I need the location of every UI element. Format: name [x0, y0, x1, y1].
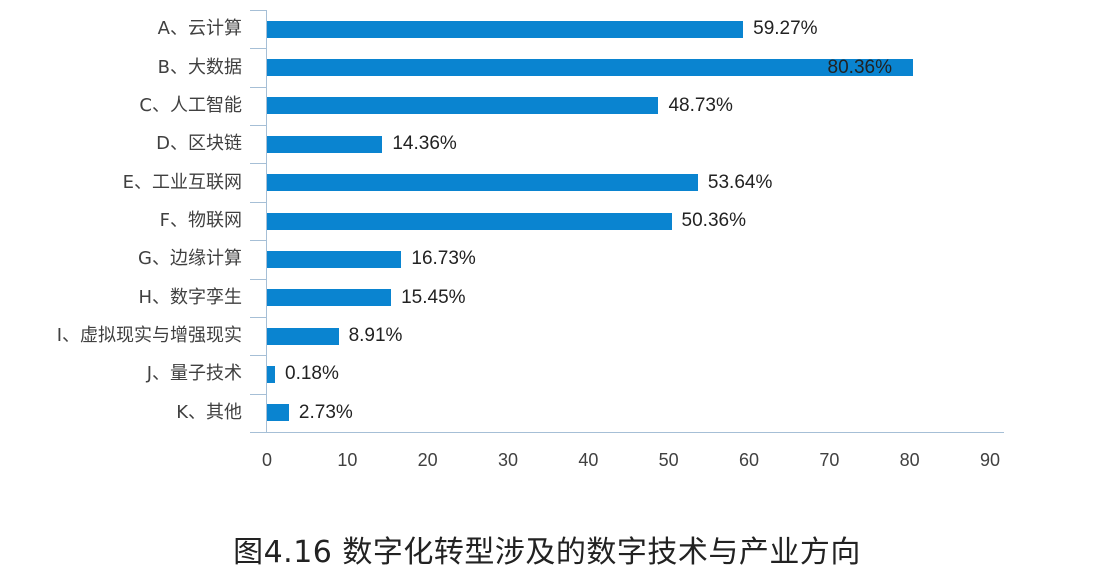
- x-tick-label: 20: [417, 450, 438, 470]
- category-label: G、边缘计算: [138, 248, 242, 270]
- x-tick-label: 70: [819, 450, 840, 470]
- x-tick-label: 80: [899, 450, 920, 470]
- bar: [267, 365, 275, 383]
- bar: [267, 20, 744, 38]
- category-label: A、云计算: [157, 18, 242, 40]
- value-label: 15.45%: [401, 286, 466, 308]
- bar: [267, 174, 698, 192]
- value-label: 0.18%: [285, 363, 339, 385]
- bar-chart: A、云计算 59.27% B、大数据 80.36% C、人工智能 48.73% D、区块链 1…: [56, 10, 1004, 470]
- y-axis-tick: [250, 86, 266, 88]
- bar: [267, 59, 913, 77]
- x-tick-label: 0: [261, 450, 273, 470]
- y-axis-tick: [250, 316, 266, 318]
- x-tick-label: 50: [658, 450, 679, 470]
- y-axis-tick: [250, 355, 266, 357]
- value-label: 16.73%: [411, 248, 476, 270]
- category-label: I、虚拟现实与增强现实: [56, 325, 242, 347]
- bar: [267, 212, 672, 230]
- y-axis-tick: [250, 278, 266, 280]
- category-label: F、物联网: [159, 210, 242, 231]
- value-label: 2.73%: [298, 401, 353, 423]
- y-axis-tick: [250, 125, 266, 127]
- value-label: 59.27%: [753, 18, 818, 40]
- category-label: D、区块链: [156, 133, 242, 155]
- value-label: 80.36%: [827, 56, 892, 78]
- value-label: 14.36%: [392, 133, 457, 155]
- category-label: B、大数据: [157, 56, 242, 78]
- y-axis-tick: [250, 48, 266, 50]
- y-axis-tick: [250, 10, 266, 11]
- category-label: J、量子技术: [146, 363, 242, 385]
- value-label: 53.64%: [707, 171, 773, 193]
- y-axis-tick: [250, 393, 266, 395]
- value-label: 50.36%: [681, 210, 746, 231]
- x-tick-label: 40: [578, 450, 599, 470]
- x-tick-label: 60: [738, 450, 760, 470]
- bar: [267, 135, 383, 153]
- x-axis-line: [266, 432, 1004, 433]
- bar: [267, 327, 339, 345]
- value-label: 8.91%: [348, 325, 403, 347]
- category-label: H、数字孪生: [138, 286, 242, 308]
- bar: [267, 97, 659, 115]
- x-tick-label: 90: [979, 450, 1001, 470]
- figure-caption: 图4.16 数字化转型涉及的数字技术与产业方向: [233, 535, 861, 570]
- x-tick-label: 30: [497, 450, 519, 470]
- y-axis-tick: [250, 163, 266, 165]
- x-tick-label: 10: [337, 450, 358, 470]
- y-axis-tick: [250, 432, 266, 433]
- category-label: E、工业互联网: [122, 171, 242, 193]
- y-axis-tick: [250, 240, 266, 242]
- y-axis-line: [266, 10, 267, 433]
- bar: [267, 289, 392, 307]
- value-label: 48.73%: [668, 94, 733, 116]
- bar: [267, 250, 402, 268]
- bar: [267, 404, 289, 422]
- category-label: C、人工智能: [139, 94, 242, 116]
- y-axis-tick: [250, 201, 266, 203]
- category-label: K、其他: [176, 401, 242, 423]
